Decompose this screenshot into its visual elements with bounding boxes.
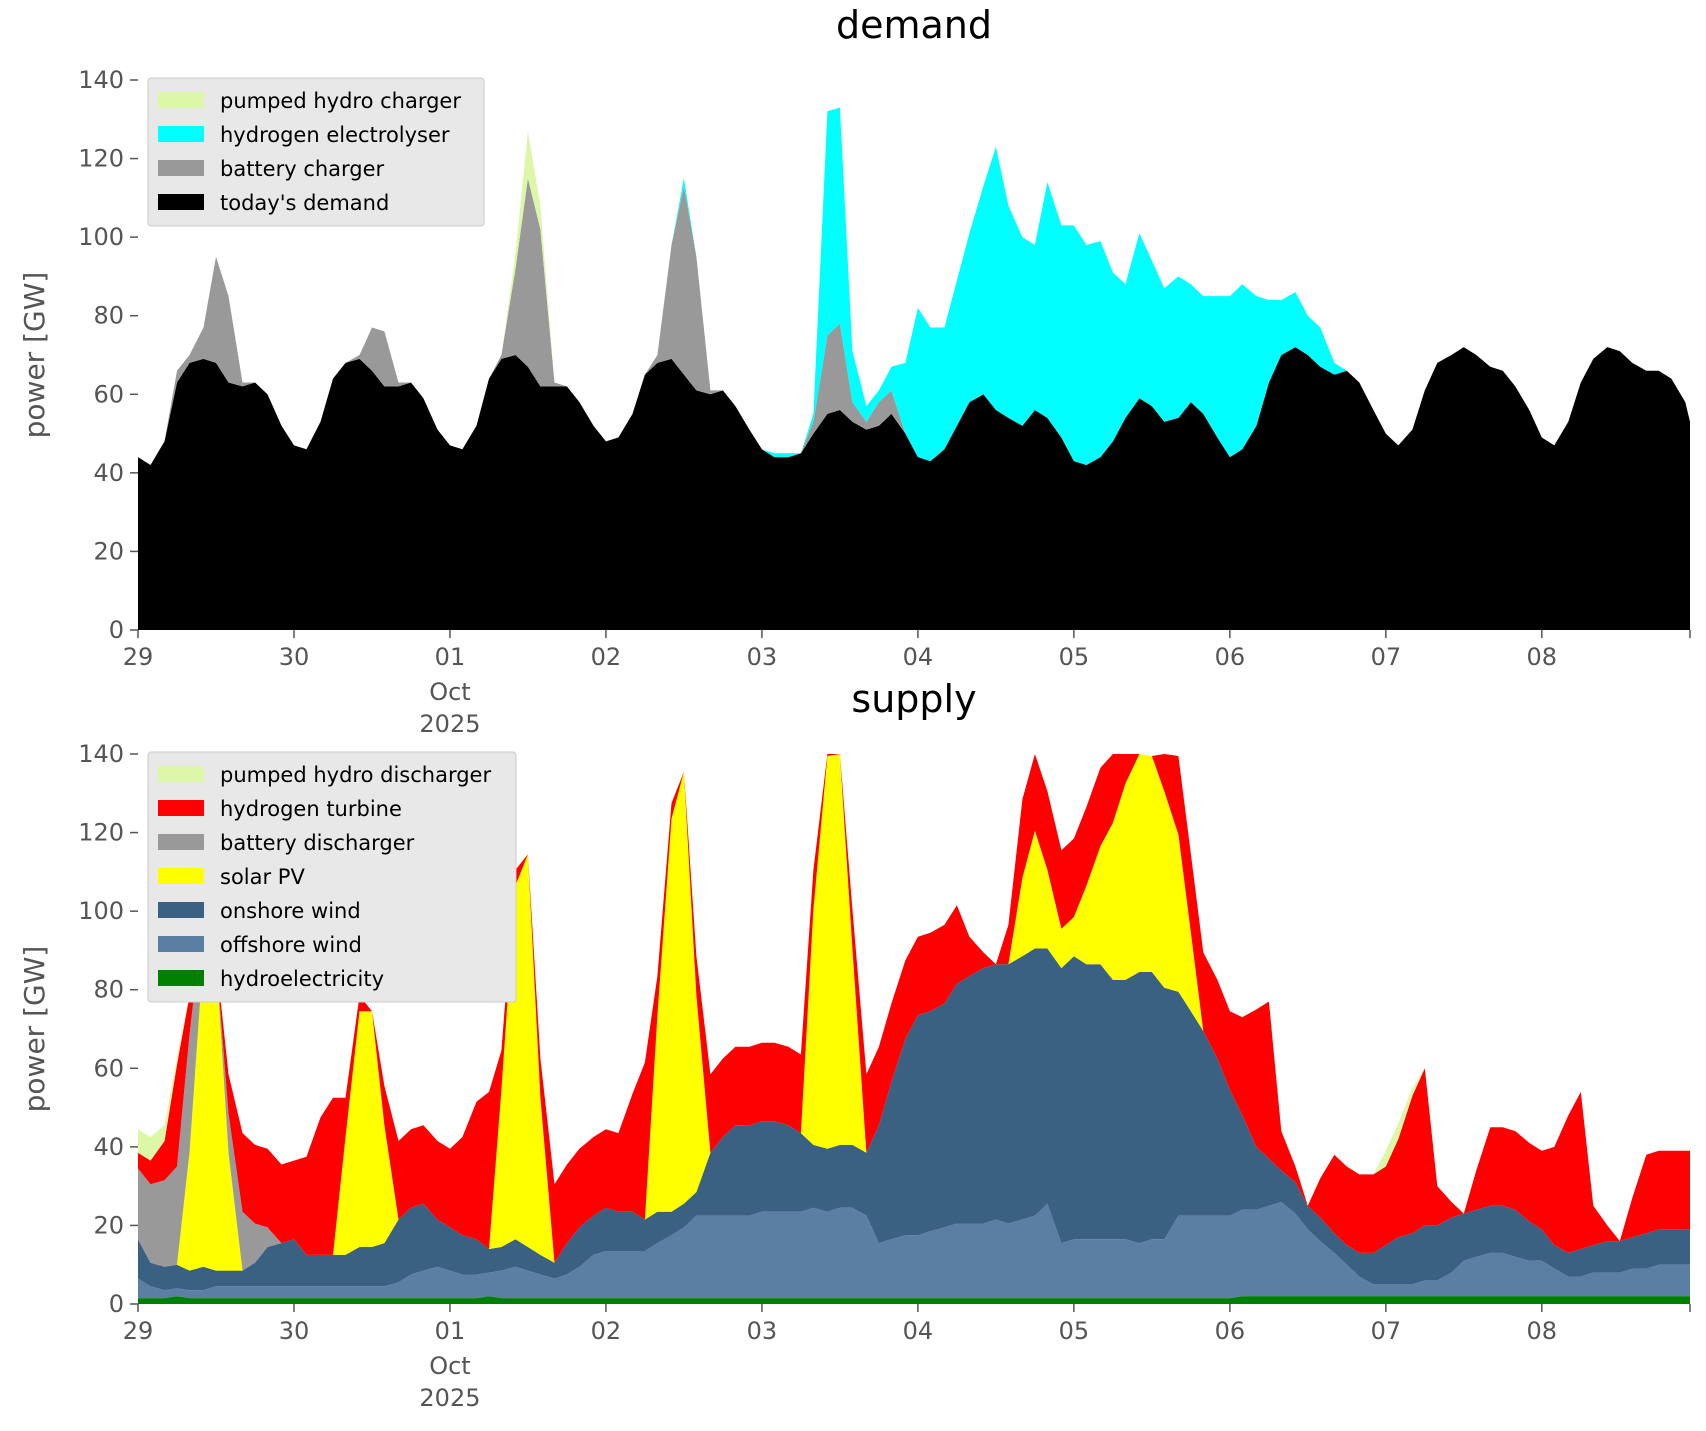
- y-tick-label: 80: [93, 976, 124, 1004]
- legend-swatch-today-s-demand: [158, 194, 204, 210]
- y-tick-label: 20: [93, 1211, 124, 1239]
- legend-swatch-onshore-wind: [158, 902, 204, 918]
- legend-label-onshore-wind: onshore wind: [220, 899, 361, 923]
- x-tick-label: 06: [1215, 1317, 1246, 1345]
- x-tick-sublabel: Oct: [429, 1352, 471, 1380]
- legend-label-pumped-hydro-charger: pumped hydro charger: [220, 89, 461, 113]
- y-tick-label: 60: [93, 380, 124, 408]
- legend-label-today-s-demand: today's demand: [220, 191, 389, 215]
- y-tick-label: 140: [78, 66, 124, 94]
- areas: [138, 107, 1690, 630]
- x-tick-label: 29: [123, 643, 154, 671]
- y-tick-label: 60: [93, 1054, 124, 1082]
- legend-swatch-battery-charger: [158, 160, 204, 176]
- legend-swatch-pumped-hydro-discharger: [158, 766, 204, 782]
- legend-swatch-solar-pv: [158, 868, 204, 884]
- legend-label-solar-pv: solar PV: [220, 865, 305, 889]
- legend-swatch-battery-discharger: [158, 834, 204, 850]
- x-tick-sublabel: Oct: [429, 678, 471, 706]
- y-tick-label: 120: [78, 145, 124, 173]
- y-tick-label: 100: [78, 223, 124, 251]
- x-tick-label: 08: [1527, 1317, 1558, 1345]
- x-tick-label: 06: [1215, 643, 1246, 671]
- chart-title: supply: [851, 677, 976, 721]
- y-tick-label: 40: [93, 459, 124, 487]
- x-tick-label: 02: [591, 1317, 622, 1345]
- x-tick-label: 30: [279, 643, 310, 671]
- x-tick-label: 05: [1059, 643, 1090, 671]
- x-tick-label: 08: [1527, 643, 1558, 671]
- legend-label-hydrogen-turbine: hydrogen turbine: [220, 797, 402, 821]
- y-tick-label: 80: [93, 302, 124, 330]
- area-battery-charger: [138, 178, 1690, 465]
- x-tick-label: 01: [435, 643, 466, 671]
- y-tick-label: 0: [109, 1290, 124, 1318]
- area-hydroelectricity: [138, 1296, 1690, 1304]
- legend-label-battery-charger: battery charger: [220, 157, 385, 181]
- x-tick-label: 02: [591, 643, 622, 671]
- y-tick-label: 120: [78, 819, 124, 847]
- x-tick-label: 03: [747, 643, 778, 671]
- legend-label-offshore-wind: offshore wind: [220, 933, 362, 957]
- x-tick-label: 07: [1371, 1317, 1402, 1345]
- area-hydrogen-turbine: [138, 754, 1690, 1263]
- area-offshore-wind: [138, 1201, 1690, 1299]
- area-onshore-wind: [138, 948, 1690, 1291]
- x-tick-sublabel: 2025: [419, 710, 480, 738]
- areas: [138, 754, 1690, 1304]
- legend-label-battery-discharger: battery discharger: [220, 831, 415, 855]
- x-tick-label: 29: [123, 1317, 154, 1345]
- legend-swatch-pumped-hydro-charger: [158, 92, 204, 108]
- legend-swatch-offshore-wind: [158, 936, 204, 952]
- legend-swatch-hydrogen-turbine: [158, 800, 204, 816]
- x-tick-label: 01: [435, 1317, 466, 1345]
- area-solar-pv: [138, 754, 1690, 1271]
- x-tick-label: 07: [1371, 643, 1402, 671]
- area-hydrogen-electrolyser: [138, 107, 1690, 465]
- x-tick-label: 04: [903, 643, 934, 671]
- legend-swatch-hydroelectricity: [158, 970, 204, 986]
- x-tick-sublabel: 2025: [419, 1384, 480, 1412]
- legend-swatch-hydrogen-electrolyser: [158, 126, 204, 142]
- y-axis-label: power [GW]: [18, 272, 51, 439]
- x-tick-label: 30: [279, 1317, 310, 1345]
- y-axis-label: power [GW]: [18, 946, 51, 1113]
- legend: pumped hydro discharger hydrogen turbine b…: [147, 751, 517, 1003]
- legend-label-hydrogen-electrolyser: hydrogen electrolyser: [220, 123, 450, 147]
- x-tick-label: 05: [1059, 1317, 1090, 1345]
- y-tick-label: 100: [78, 897, 124, 925]
- y-tick-label: 140: [78, 740, 124, 768]
- y-tick-label: 20: [93, 537, 124, 565]
- legend-box: [147, 77, 485, 227]
- y-tick-label: 0: [109, 616, 124, 644]
- x-tick-label: 03: [747, 1317, 778, 1345]
- x-tick-label: 04: [903, 1317, 934, 1345]
- legend-label-pumped-hydro-discharger: pumped hydro discharger: [220, 763, 491, 787]
- y-tick-label: 40: [93, 1133, 124, 1161]
- chart-title: demand: [836, 3, 992, 47]
- legend: pumped hydro charger hydrogen electrolyse…: [147, 77, 485, 227]
- area-today-s-demand: [138, 347, 1690, 630]
- legend-label-hydroelectricity: hydroelectricity: [220, 967, 384, 991]
- legend-box: [147, 751, 517, 1003]
